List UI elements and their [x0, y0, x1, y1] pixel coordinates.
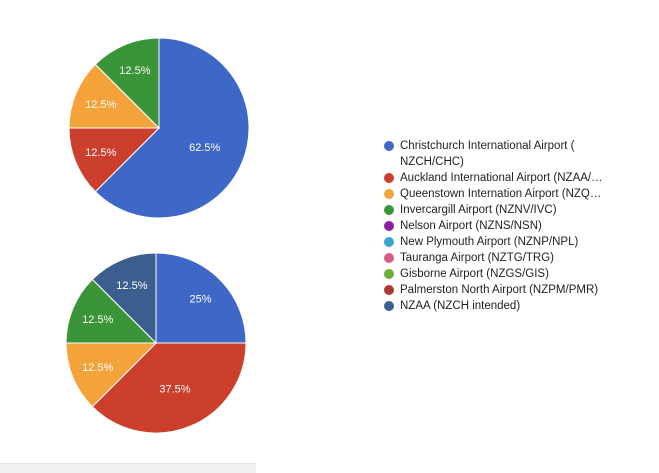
pie-slice-label: 25% [190, 293, 212, 305]
legend-swatch-queenstown [384, 189, 394, 199]
legend-swatch-tauranga [384, 253, 394, 263]
legend-swatch-new-plymouth [384, 237, 394, 247]
legend-item-invercargill: Invercargill Airport (NZNV/IVC) [384, 202, 646, 218]
pie-slice-queenstown [68, 63, 161, 129]
legend-swatch-gisborne [384, 269, 394, 279]
pie-slice-auckland [91, 342, 247, 434]
legend-label: Queenstown Internation Airport (NZQ… [400, 188, 602, 200]
pie-slice-auckland [68, 127, 161, 193]
legend-label: Tauranga Airport (NZTG/TRG) [400, 252, 555, 264]
legend-label: Palmerston North Airport (NZPM/PMR) [400, 284, 599, 296]
pie-slice-label: 12.5% [116, 280, 147, 292]
pie-slice-christchurch [155, 252, 247, 344]
pie-chart-bottom: 25% 37.5% 12.5% 12.5% 12.5% [65, 252, 247, 434]
legend-item-nzaa: NZAA (NZCH intended) [384, 298, 646, 314]
pie-slice-nzaa [91, 252, 157, 345]
pie-slice-label: 62.5% [189, 142, 220, 154]
pie-slice-queenstown [65, 342, 158, 408]
pie-slice-label: 12.5% [82, 362, 113, 374]
legend-item-gisborne: Gisborne Airport (NZGS/GIS) [384, 266, 646, 282]
legend-swatch-auckland [384, 173, 394, 183]
legend-item-queenstown: Queenstown Internation Airport (NZQ… [384, 186, 646, 202]
legend-swatch-nelson [384, 221, 394, 231]
legend-label: Invercargill Airport (NZNV/IVC) [400, 204, 557, 216]
legend-item-auckland: Auckland International Airport (NZAA/… [384, 170, 646, 186]
pie-slice-invercargill [65, 278, 158, 344]
legend-swatch-invercargill [384, 205, 394, 215]
pie-slice-label: 12.5% [119, 65, 150, 77]
legend-label: Auckland International Airport (NZAA/… [400, 172, 603, 184]
legend-label: NZAA (NZCH intended) [400, 300, 521, 312]
pie-slice-christchurch [94, 37, 250, 219]
legend-swatch-nzaa [384, 301, 394, 311]
legend-item-nelson: Nelson Airport (NZNS/NSN) [384, 218, 646, 234]
pie-slice-label: 12.5% [85, 147, 116, 159]
legend-label: Gisborne Airport (NZGS/GIS) [400, 268, 549, 280]
bottom-scroll-strip [0, 463, 256, 473]
legend-swatch-palmerston-north [384, 285, 394, 295]
legend-item-christchurch: Christchurch International Airport ( NZC… [384, 138, 646, 170]
legend-label: Nelson Airport (NZNS/NSN) [400, 220, 542, 232]
pie-chart-top: 62.5% 12.5% 12.5% 12.5% [68, 37, 250, 219]
pie-slice-label: 12.5% [85, 99, 116, 111]
legend: Christchurch International Airport ( NZC… [384, 138, 646, 314]
pie-slice-label: 37.5% [159, 384, 190, 396]
pie-slice-label: 12.5% [82, 314, 113, 326]
legend-item-palmerston-north: Palmerston North Airport (NZPM/PMR) [384, 282, 646, 298]
legend-label: Christchurch International Airport ( NZC… [400, 140, 575, 168]
legend-item-new-plymouth: New Plymouth Airport (NZNP/NPL) [384, 234, 646, 250]
legend-label: New Plymouth Airport (NZNP/NPL) [400, 236, 579, 248]
legend-swatch-christchurch [384, 141, 394, 151]
legend-item-tauranga: Tauranga Airport (NZTG/TRG) [384, 250, 646, 266]
pie-slice-invercargill [94, 37, 160, 130]
